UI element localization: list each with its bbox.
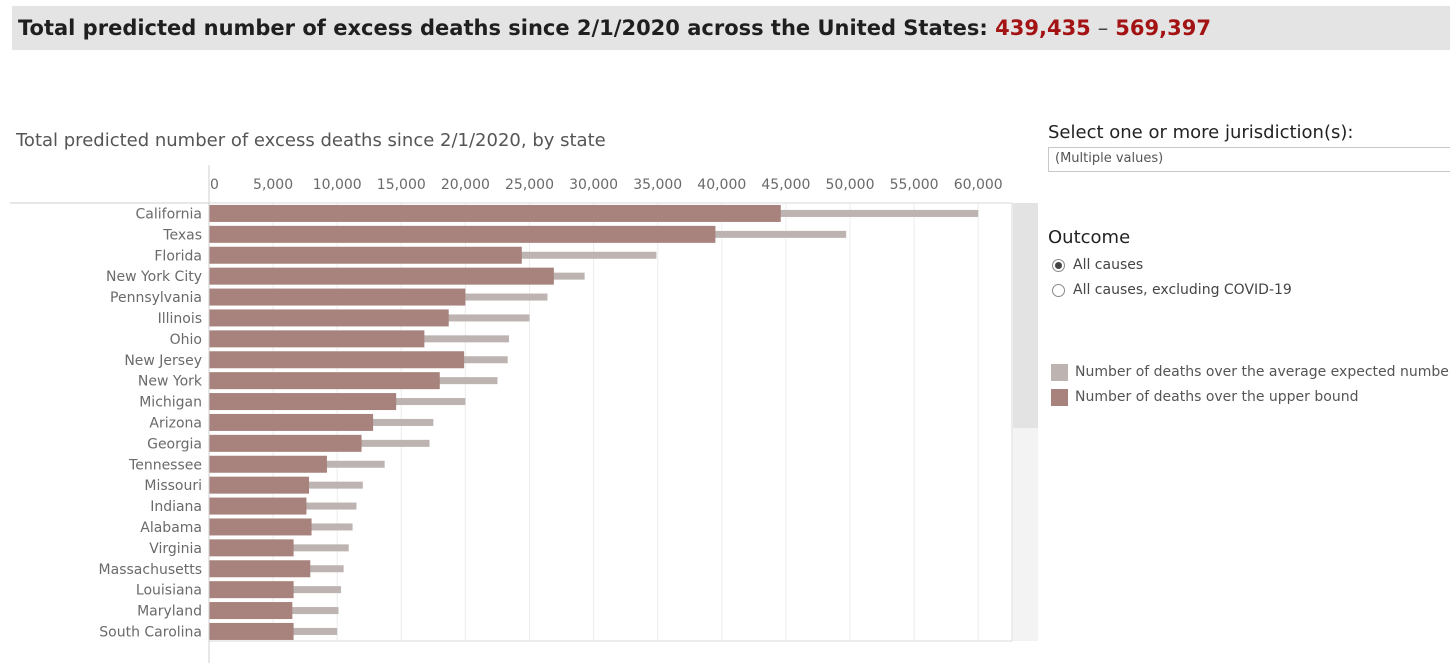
summary-title: Total predicted number of excess deaths … [18,16,988,40]
category-label: Massachusetts [99,562,202,578]
jurisdiction-filter-title: Select one or more jurisdiction(s): [1048,122,1354,143]
category-label: New York [138,374,203,390]
bar-upper-bound[interactable] [209,560,311,578]
jurisdiction-select[interactable]: (Multiple values) [1048,147,1450,172]
bar-upper-bound[interactable] [209,309,449,327]
bar-upper-bound[interactable] [209,602,293,620]
bar-upper-bound[interactable] [209,622,294,640]
category-label: Ohio [170,332,202,348]
x-tick-label: 0 [210,177,219,193]
legend-swatch-average [1051,363,1068,381]
category-labels: California Texas Florida New York City Penns… [99,206,203,640]
legend-label: Number of deaths over the average expect… [1075,364,1450,380]
x-tick-label: 40,000 [697,177,746,193]
category-label: New York City [106,269,202,285]
bars [209,204,979,640]
x-tick-label: 5,000 [253,177,293,193]
category-label: Louisiana [136,583,202,599]
category-label: Virginia [149,541,202,557]
legend-item-upper-bound: Number of deaths over the upper bound [1051,388,1358,406]
category-label: Georgia [147,436,202,452]
category-label: Arizona [149,415,202,431]
bar-upper-bound[interactable] [209,225,716,243]
x-tick-label: 55,000 [890,177,939,193]
category-label: Pennsylvania [110,290,202,306]
legend-label: Number of deaths over the upper bound [1075,389,1359,405]
x-tick-label: 45,000 [761,177,810,193]
outcome-option-label: All causes, excluding COVID-19 [1073,282,1292,298]
category-label: Tennessee [128,457,202,473]
bar-upper-bound[interactable] [209,539,294,557]
bar-upper-bound[interactable] [209,497,307,515]
summary-separator: – [1097,16,1109,40]
bar-upper-bound[interactable] [209,330,425,348]
legend-swatch-upper-bound [1051,388,1068,406]
outcome-option-label: All causes [1073,257,1144,273]
bar-upper-bound[interactable] [209,476,309,494]
x-axis: 0 5,000 10,000 15,000 20,000 25,000 30,000 35,0… [10,177,1012,204]
excess-deaths-bar-chart: 0 5,000 10,000 15,000 20,000 25,000 30,000 35,0… [10,165,1038,663]
bar-upper-bound[interactable] [209,246,522,264]
category-label: Maryland [137,604,202,620]
category-label: South Carolina [99,624,202,640]
chart-title: Total predicted number of excess deaths … [16,130,606,151]
outcome-option-excluding-covid[interactable]: All causes, excluding COVID-19 [1052,281,1292,299]
bar-upper-bound[interactable] [209,372,440,390]
radio-all-causes[interactable] [1052,258,1065,272]
scrollbar-thumb[interactable] [1013,203,1038,428]
x-tick-label: 15,000 [377,177,426,193]
category-label: Alabama [140,520,202,536]
category-label: Missouri [144,478,202,494]
bar-upper-bound[interactable] [209,393,397,411]
bar-upper-bound[interactable] [209,267,554,285]
x-tick-label: 60,000 [954,177,1003,193]
x-tick-label: 30,000 [569,177,618,193]
bar-upper-bound[interactable] [209,434,362,452]
category-label: Florida [154,248,202,264]
outcome-option-all-causes[interactable]: All causes [1052,256,1143,274]
x-tick-label: 35,000 [633,177,682,193]
radio-excluding-covid[interactable] [1052,283,1065,297]
bar-upper-bound[interactable] [209,581,294,599]
category-label: Illinois [158,311,202,327]
category-label: Indiana [150,499,202,515]
summary-header: Total predicted number of excess deaths … [12,6,1450,50]
x-tick-label: 50,000 [826,177,875,193]
summary-low-value: 439,435 [995,16,1091,40]
category-label: New Jersey [124,353,202,369]
bar-upper-bound[interactable] [209,413,374,431]
category-label: Texas [162,227,202,243]
legend-item-average: Number of deaths over the average expect… [1051,363,1450,381]
x-tick-label: 25,000 [505,177,554,193]
x-tick-label: 20,000 [441,177,490,193]
bar-upper-bound[interactable] [209,204,781,222]
bar-upper-bound[interactable] [209,288,466,306]
x-tick-label: 10,000 [313,177,362,193]
bar-upper-bound[interactable] [209,351,465,369]
summary-high-value: 569,397 [1115,16,1211,40]
category-label: California [136,206,202,222]
category-label: Michigan [139,395,202,411]
outcome-title: Outcome [1048,227,1131,248]
bar-upper-bound[interactable] [209,518,312,536]
bar-upper-bound[interactable] [209,455,327,473]
